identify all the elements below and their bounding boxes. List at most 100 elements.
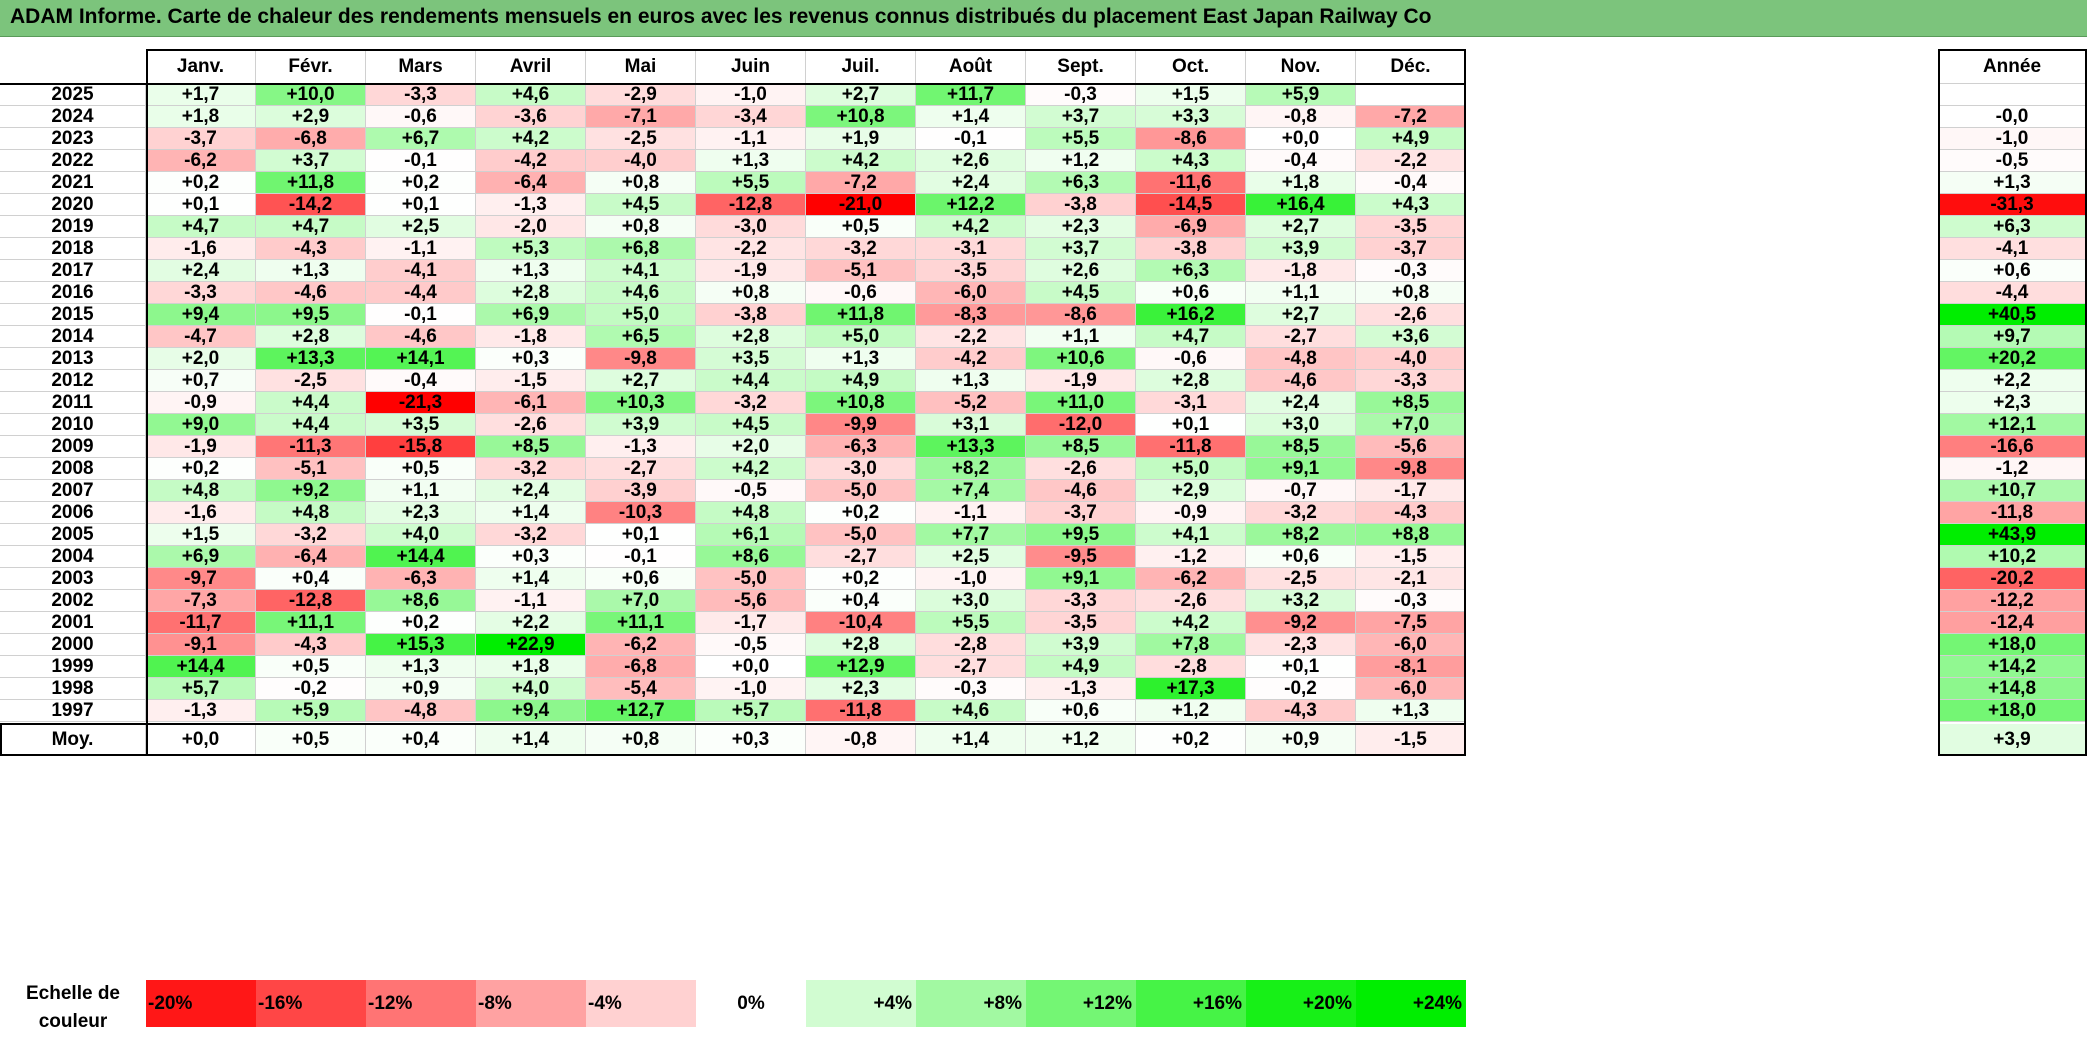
heatmap-cell: +2,2 (476, 612, 586, 634)
annual-cell: +2,3 (1938, 392, 2087, 414)
heatmap-cell: -8,6 (1026, 304, 1136, 326)
heatmap-cell: -11,7 (146, 612, 256, 634)
heatmap-cell: -1,9 (146, 436, 256, 458)
month-header: Août (916, 49, 1026, 84)
scale-swatch: -4% (586, 980, 696, 1027)
heatmap-cell: -21,0 (806, 194, 916, 216)
chart-title: ADAM Informe. Carte de chaleur des rende… (10, 5, 1432, 28)
heatmap-cell: +14,4 (146, 656, 256, 678)
heatmap-cell: -3,1 (1136, 392, 1246, 414)
heatmap-cell: +2,5 (366, 216, 476, 238)
heatmap-cell: +7,0 (586, 590, 696, 612)
average-cell: +1,4 (916, 724, 1026, 756)
heatmap-cell: -14,5 (1136, 194, 1246, 216)
heatmap-cell: -9,8 (1356, 458, 1466, 480)
heatmap-cell: +11,8 (256, 172, 366, 194)
heatmap-cell: -0,4 (366, 370, 476, 392)
year-label: 2016 (0, 282, 146, 304)
heatmap-cell: +10,8 (806, 106, 916, 128)
heatmap-cell: -0,9 (146, 392, 256, 414)
heatmap-cell: +16,4 (1246, 194, 1356, 216)
heatmap-cell: -6,9 (1136, 216, 1246, 238)
heatmap-cell: -1,0 (696, 678, 806, 700)
average-cell: +0,2 (1136, 724, 1246, 756)
heatmap-cell: -1,1 (696, 128, 806, 150)
heatmap-cell: +8,6 (366, 590, 476, 612)
heatmap-cell: +1,5 (1136, 84, 1246, 106)
scale-swatch: -8% (476, 980, 586, 1027)
heatmap-cell: +4,6 (916, 700, 1026, 722)
heatmap-cell: -4,4 (366, 282, 476, 304)
heatmap-cell: +5,9 (256, 700, 366, 722)
heatmap-cell: +1,4 (476, 568, 586, 590)
heatmap-cell: +3,6 (1356, 326, 1466, 348)
heatmap-cell: +3,7 (1026, 106, 1136, 128)
heatmap-cell: +0,8 (1356, 282, 1466, 304)
heatmap-cell: +0,6 (1026, 700, 1136, 722)
heatmap-cell: +2,8 (256, 326, 366, 348)
heatmap-cell: +9,5 (1026, 524, 1136, 546)
year-label: 2012 (0, 370, 146, 392)
year-label: 2010 (0, 414, 146, 436)
heatmap-cell: -1,3 (586, 436, 696, 458)
annual-cell: -0,0 (1938, 106, 2087, 128)
heatmap-cell: +10,3 (586, 392, 696, 414)
heatmap-cell: -3,2 (696, 392, 806, 414)
heatmap-cell: -1,7 (696, 612, 806, 634)
heatmap-cell: +11,0 (1026, 392, 1136, 414)
heatmap-cell: +1,1 (366, 480, 476, 502)
heatmap-cell: -0,6 (1136, 348, 1246, 370)
heatmap-cell: +4,5 (586, 194, 696, 216)
heatmap-cell: +1,8 (146, 106, 256, 128)
year-label: 2015 (0, 304, 146, 326)
heatmap-cell: -5,2 (916, 392, 1026, 414)
heatmap-cell: +3,9 (586, 414, 696, 436)
heatmap-cell: -4,8 (366, 700, 476, 722)
annual-cell: -31,3 (1938, 194, 2087, 216)
heatmap-cell: +8,6 (696, 546, 806, 568)
annual-cell: +12,1 (1938, 414, 2087, 436)
average-cell: +0,5 (256, 724, 366, 756)
heatmap-cell: -21,3 (366, 392, 476, 414)
heatmap-cell: -5,4 (586, 678, 696, 700)
year-label: 2008 (0, 458, 146, 480)
heatmap-cell: -2,5 (1246, 568, 1356, 590)
heatmap-cell: -8,3 (916, 304, 1026, 326)
year-label: 2023 (0, 128, 146, 150)
year-label: 1997 (0, 700, 146, 722)
heatmap-cell: -0,4 (1246, 150, 1356, 172)
heatmap-cell: +1,4 (476, 502, 586, 524)
heatmap-cell: +5,0 (1136, 458, 1246, 480)
scale-swatch: +4% (806, 980, 916, 1027)
heatmap-cell: +0,1 (146, 194, 256, 216)
month-header: Juin (696, 49, 806, 84)
heatmap-cell: -1,0 (916, 568, 1026, 590)
heatmap-cell: -2,7 (586, 458, 696, 480)
heatmap-cell (1356, 84, 1466, 106)
month-header: Déc. (1356, 49, 1466, 84)
heatmap-cell: -4,6 (1026, 480, 1136, 502)
heatmap-cell: +0,8 (586, 172, 696, 194)
year-label: 2009 (0, 436, 146, 458)
heatmap-cell: +2,4 (146, 260, 256, 282)
heatmap-cell: +1,2 (1026, 150, 1136, 172)
heatmap-cell: +2,5 (916, 546, 1026, 568)
heatmap-cell: -2,0 (476, 216, 586, 238)
heatmap-cell: +1,3 (806, 348, 916, 370)
heatmap-cell: -3,4 (696, 106, 806, 128)
heatmap-cell: -2,9 (586, 84, 696, 106)
heatmap-cell: +1,5 (146, 524, 256, 546)
annual-cell: +40,5 (1938, 304, 2087, 326)
heatmap-cell: +0,2 (146, 172, 256, 194)
heatmap-cell: +8,2 (916, 458, 1026, 480)
heatmap-cell: +1,8 (1246, 172, 1356, 194)
year-label: 2019 (0, 216, 146, 238)
heatmap-cell: -3,2 (1246, 502, 1356, 524)
heatmap-cell: +0,3 (476, 348, 586, 370)
annual-cell: -16,6 (1938, 436, 2087, 458)
heatmap-cell: +9,4 (146, 304, 256, 326)
annual-cell: +10,2 (1938, 546, 2087, 568)
heatmap-cell: +4,9 (1356, 128, 1466, 150)
heatmap-cell: +3,5 (366, 414, 476, 436)
heatmap-cell: +1,2 (1136, 700, 1246, 722)
